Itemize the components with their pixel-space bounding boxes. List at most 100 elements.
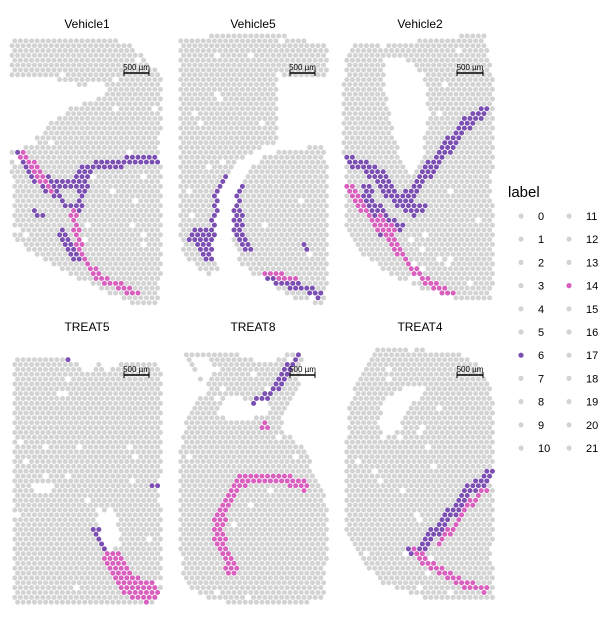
- spot-label-6: [274, 381, 279, 386]
- spot: [32, 474, 37, 479]
- spot: [392, 179, 397, 184]
- spot: [218, 401, 223, 406]
- spot: [152, 575, 157, 580]
- spot: [68, 420, 73, 425]
- spot: [152, 430, 157, 435]
- spot: [74, 459, 79, 464]
- spot: [403, 43, 408, 48]
- spot: [150, 541, 155, 546]
- spot: [358, 140, 363, 145]
- spot: [66, 367, 71, 372]
- spot: [119, 430, 124, 435]
- spot: [262, 194, 267, 199]
- spot: [21, 406, 26, 411]
- spot: [462, 261, 467, 266]
- spot: [71, 425, 76, 430]
- spot: [268, 232, 273, 237]
- spot: [257, 391, 262, 396]
- spot: [122, 208, 127, 213]
- spot: [479, 77, 484, 82]
- spot: [451, 242, 456, 247]
- spot: [124, 401, 129, 406]
- spot: [246, 87, 251, 92]
- spot: [155, 367, 160, 372]
- spot: [229, 106, 234, 111]
- spot: [102, 449, 107, 454]
- spot: [234, 145, 239, 150]
- spot: [152, 469, 157, 474]
- spot: [102, 58, 107, 63]
- spot: [57, 203, 62, 208]
- spot: [43, 396, 48, 401]
- spot: [91, 459, 96, 464]
- spot: [307, 271, 312, 276]
- spot: [285, 184, 290, 189]
- spot: [102, 67, 107, 72]
- spot: [372, 87, 377, 92]
- spot: [136, 213, 141, 218]
- spot: [482, 169, 487, 174]
- spot: [133, 444, 138, 449]
- spot-label-14: [420, 276, 425, 281]
- spot: [234, 87, 239, 92]
- spot: [60, 571, 65, 576]
- scale-bar-label: 500 µm: [123, 365, 150, 374]
- spot: [271, 111, 276, 116]
- spot: [459, 237, 464, 242]
- spot: [138, 600, 143, 605]
- spot: [251, 164, 256, 169]
- spot: [60, 590, 65, 595]
- spot-label-14: [119, 585, 124, 590]
- spot: [150, 218, 155, 223]
- spot: [82, 121, 87, 126]
- spot: [99, 266, 104, 271]
- spot: [35, 566, 40, 571]
- spot: [77, 377, 82, 382]
- spot: [234, 155, 239, 160]
- spot: [350, 135, 355, 140]
- spot: [293, 179, 298, 184]
- spot: [63, 430, 68, 435]
- spot-label-6: [63, 232, 68, 237]
- spot: [77, 53, 82, 58]
- spot: [204, 415, 209, 420]
- spot: [223, 126, 228, 131]
- spot: [456, 203, 461, 208]
- spot: [152, 508, 157, 513]
- spot: [248, 34, 253, 39]
- spot: [451, 281, 456, 286]
- spot: [487, 237, 492, 242]
- spot: [24, 242, 29, 247]
- spot: [122, 483, 127, 488]
- spot: [124, 430, 129, 435]
- spot-label-14: [426, 276, 431, 281]
- spot: [246, 67, 251, 72]
- spot: [21, 590, 26, 595]
- spot: [313, 300, 318, 305]
- spot: [470, 160, 475, 165]
- spot: [293, 257, 298, 262]
- spot: [122, 541, 127, 546]
- spot: [80, 546, 85, 551]
- spot: [318, 58, 323, 63]
- spot: [94, 541, 99, 546]
- spot: [195, 194, 200, 199]
- spot: [271, 247, 276, 252]
- spot: [448, 63, 453, 68]
- spot: [204, 266, 209, 271]
- spot: [190, 164, 195, 169]
- spot: [276, 34, 281, 39]
- spot: [187, 169, 192, 174]
- spot: [445, 281, 450, 286]
- spot: [271, 415, 276, 420]
- spot: [66, 189, 71, 194]
- spot: [63, 585, 68, 590]
- spot: [138, 493, 143, 498]
- spot: [482, 92, 487, 97]
- spot: [218, 38, 223, 43]
- spot: [60, 367, 65, 372]
- spot: [262, 87, 267, 92]
- spot: [190, 411, 195, 416]
- spot: [375, 198, 380, 203]
- spot: [26, 464, 31, 469]
